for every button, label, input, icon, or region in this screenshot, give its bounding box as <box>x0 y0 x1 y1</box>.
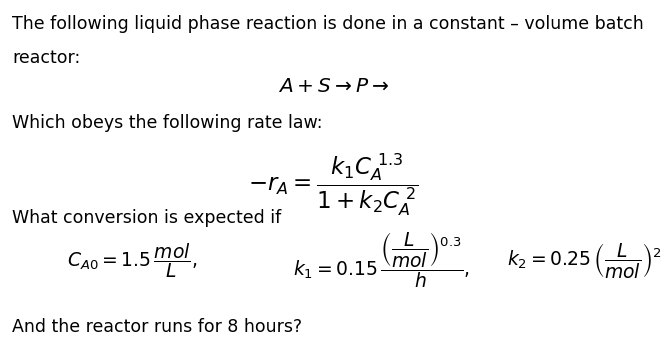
Text: What conversion is expected if: What conversion is expected if <box>12 209 281 227</box>
Text: $k_1 = 0.15\,\dfrac{\left(\dfrac{L}{mol}\right)^{0.3}}{h},$: $k_1 = 0.15\,\dfrac{\left(\dfrac{L}{mol}… <box>293 230 470 290</box>
Text: $A + S \rightarrow P \rightarrow$: $A + S \rightarrow P \rightarrow$ <box>278 76 389 96</box>
Text: $C_{A0} = 1.5\,\dfrac{mol}{L},$: $C_{A0} = 1.5\,\dfrac{mol}{L},$ <box>67 241 197 279</box>
Text: $k_2 = 0.25\,\left(\dfrac{L}{mol}\right)^{2}$: $k_2 = 0.25\,\left(\dfrac{L}{mol}\right)… <box>507 241 662 279</box>
Text: $-r_A = \dfrac{k_1 C_A^{\ 1.3}}{1 + k_2 C_A^{\ 2}}$: $-r_A = \dfrac{k_1 C_A^{\ 1.3}}{1 + k_2 … <box>248 151 419 218</box>
Text: The following liquid phase reaction is done in a constant – volume batch: The following liquid phase reaction is d… <box>12 15 644 33</box>
Text: Which obeys the following rate law:: Which obeys the following rate law: <box>12 114 323 132</box>
Text: And the reactor runs for 8 hours?: And the reactor runs for 8 hours? <box>12 318 302 336</box>
Text: reactor:: reactor: <box>12 49 80 67</box>
